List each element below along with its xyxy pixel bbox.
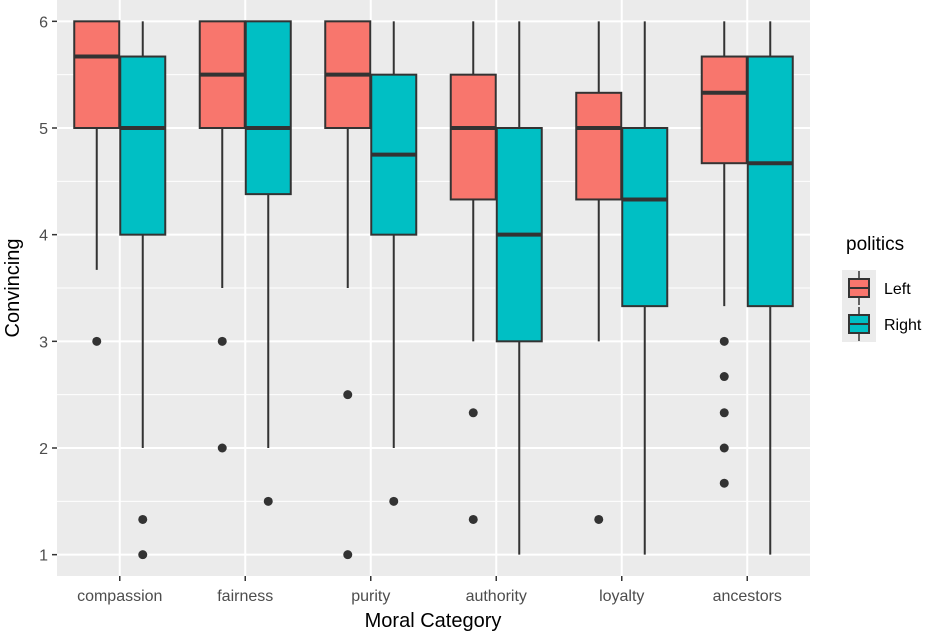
box-right-loyalty: [621, 21, 669, 555]
box-iqr: [73, 20, 121, 129]
legend-label: Right: [884, 317, 922, 334]
y-tick-label: 3: [39, 334, 48, 351]
outlier-point: [92, 336, 102, 346]
outlier-point: [217, 443, 227, 453]
outlier-point: [719, 372, 729, 382]
box-right-fairness: [244, 20, 292, 506]
box-left-fairness: [198, 20, 246, 453]
box-layer: [73, 20, 794, 560]
outlier-point: [217, 336, 227, 346]
legend-label: Left: [884, 281, 911, 298]
outlier-point: [468, 408, 478, 418]
outlier-point: [343, 390, 353, 400]
outlier-point: [468, 514, 478, 524]
outlier-point: [138, 514, 148, 524]
box-right-purity: [370, 21, 418, 506]
x-tick-label-purity: purity: [351, 588, 390, 605]
y-tick-label: 1: [39, 548, 48, 565]
box-iqr: [575, 91, 623, 201]
legend: politics Left Right: [842, 234, 922, 342]
box-left-purity: [324, 20, 372, 560]
legend-title: politics: [846, 234, 904, 255]
box-iqr: [244, 20, 292, 196]
y-tick-label: 4: [39, 228, 48, 245]
x-tick-label-authority: authority: [466, 588, 527, 605]
box-left-authority: [449, 21, 497, 524]
y-tick-label: 5: [39, 121, 48, 138]
box-iqr: [621, 127, 669, 308]
outlier-point: [389, 496, 399, 506]
y-tick-label: 6: [39, 14, 48, 31]
outlier-point: [138, 550, 148, 560]
outlier-point: [343, 550, 353, 560]
box-right-compassion: [119, 21, 167, 560]
x-tick-label-ancestors: ancestors: [713, 588, 782, 605]
y-tick-label: 2: [39, 441, 48, 458]
x-tick-label-compassion: compassion: [77, 588, 162, 605]
legend-item-left: Left: [842, 270, 911, 306]
box-iqr: [746, 55, 794, 308]
box-right-authority: [495, 21, 543, 555]
y-axis-title: Convincing: [2, 239, 24, 338]
box-iqr: [449, 73, 497, 201]
y-axis: 1 2 3 4 5 6: [39, 14, 57, 565]
box-iqr: [119, 55, 167, 236]
box-left-loyalty: [575, 21, 623, 524]
x-tick-label-loyalty: loyalty: [599, 588, 644, 605]
outlier-point: [594, 514, 604, 524]
x-tick-label-fairness: fairness: [217, 588, 273, 605]
box-right-ancestors: [746, 21, 794, 555]
box-iqr: [700, 55, 748, 165]
outlier-point: [263, 496, 273, 506]
legend-items: Left Right: [842, 270, 922, 342]
legend-item-right: Right: [842, 306, 922, 342]
outlier-point: [719, 443, 729, 453]
x-axis: compassion fairness purity authority loyalty…: [77, 576, 782, 605]
outlier-point: [719, 478, 729, 488]
outlier-point: [719, 408, 729, 418]
outlier-point: [719, 336, 729, 346]
x-axis-title: Moral Category: [365, 610, 502, 632]
